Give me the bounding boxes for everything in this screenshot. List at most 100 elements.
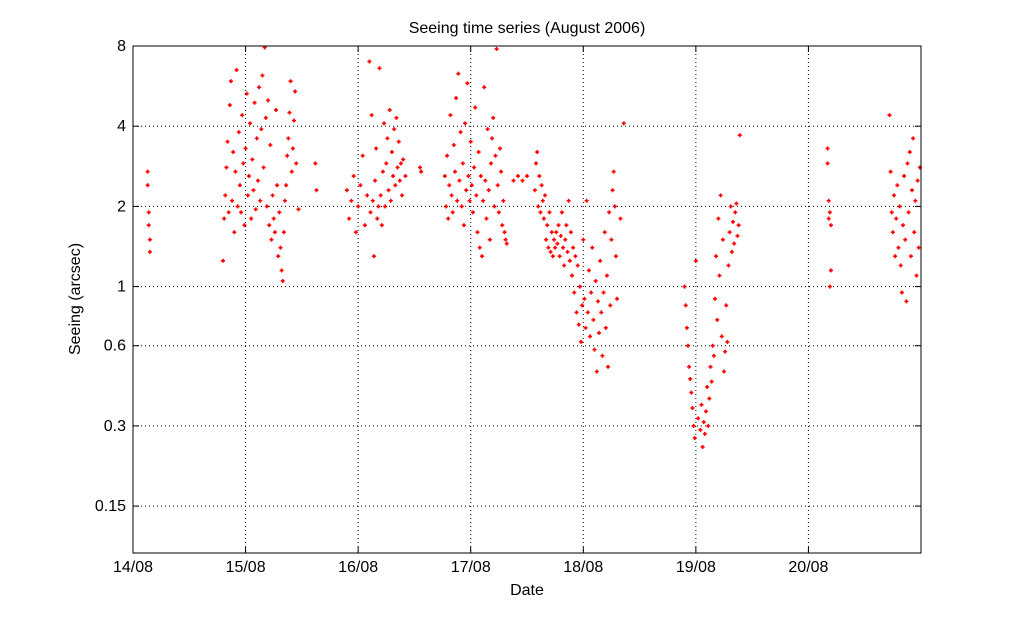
data-point [482, 85, 487, 90]
data-point [258, 198, 263, 203]
data-point [579, 339, 584, 344]
data-point [729, 249, 734, 254]
data-point [367, 59, 372, 64]
y-tick-label: 2 [117, 198, 126, 215]
data-point [572, 290, 577, 295]
data-point [253, 207, 258, 212]
data-point [266, 98, 271, 103]
data-point [828, 223, 833, 228]
data-point [546, 245, 551, 250]
data-point [612, 204, 617, 209]
x-tick-label: 16/08 [338, 559, 378, 576]
data-point [499, 169, 504, 174]
data-point [699, 402, 704, 407]
data-point [473, 105, 478, 110]
data-point [461, 223, 466, 228]
data-point [403, 174, 408, 179]
data-point [287, 110, 292, 115]
data-point [554, 230, 559, 235]
data-point [468, 139, 473, 144]
data-point [610, 188, 615, 193]
data-point [294, 161, 299, 166]
data-point [716, 216, 721, 221]
data-point [445, 153, 450, 158]
data-point [493, 153, 498, 158]
data-point [558, 233, 563, 238]
x-tick-label: 17/08 [451, 559, 491, 576]
data-point [484, 216, 489, 221]
data-point [147, 237, 152, 242]
data-point [386, 188, 391, 193]
data-point [469, 183, 474, 188]
data-point [539, 183, 544, 188]
data-point [562, 263, 567, 268]
data-point [368, 210, 373, 215]
data-point [561, 245, 566, 250]
data-point [483, 178, 488, 183]
data-point [477, 245, 482, 250]
data-point [567, 258, 572, 263]
data-point [250, 157, 255, 162]
data-point [271, 216, 276, 221]
data-point [392, 127, 397, 132]
data-point [589, 290, 594, 295]
data-point [275, 183, 280, 188]
data-point [593, 278, 598, 283]
data-point [574, 310, 579, 315]
data-point [456, 71, 461, 76]
data-point [278, 245, 283, 250]
data-point [450, 210, 455, 215]
data-point [606, 364, 611, 369]
data-point [728, 204, 733, 209]
data-point [270, 193, 275, 198]
data-point [222, 216, 227, 221]
data-point [470, 210, 475, 215]
data-point [492, 204, 497, 209]
data-point [621, 121, 626, 126]
data-point [239, 210, 244, 215]
data-point [457, 178, 462, 183]
data-point [500, 223, 505, 228]
data-point [344, 188, 349, 193]
y-tick-label: 0.15 [95, 498, 126, 515]
data-point [549, 230, 554, 235]
data-point [223, 193, 228, 198]
axis-ticks [132, 45, 921, 553]
data-point [733, 210, 738, 215]
data-point [908, 254, 913, 259]
tick-labels: 14/08 15/08 16/08 17/08 18/08 19/08 20/08 0.15 0… [95, 38, 829, 576]
data-point [571, 245, 576, 250]
data-point [608, 303, 613, 308]
data-point [599, 310, 604, 315]
data-point [504, 241, 509, 246]
data-point [916, 245, 921, 250]
data-point [826, 198, 831, 203]
data-point [418, 165, 423, 170]
data-point [611, 169, 616, 174]
data-point [550, 254, 555, 259]
data-point [899, 290, 904, 295]
data-point [570, 273, 575, 278]
grid-lines [133, 46, 921, 553]
plot-frame [132, 45, 922, 554]
data-point [231, 150, 236, 155]
data-point [594, 369, 599, 374]
data-point [708, 364, 713, 369]
data-point [688, 376, 693, 381]
data-point [557, 254, 562, 259]
y-tick-label: 8 [117, 38, 126, 55]
data-point [269, 237, 274, 242]
data-point [252, 100, 257, 105]
data-point [906, 210, 911, 215]
data-point [905, 161, 910, 166]
data-point [251, 188, 256, 193]
data-point [563, 237, 568, 242]
data-point [573, 254, 578, 259]
data-point [913, 198, 918, 203]
data-point [827, 284, 832, 289]
data-point [828, 268, 833, 273]
data-point [290, 146, 295, 151]
data-point [520, 178, 525, 183]
